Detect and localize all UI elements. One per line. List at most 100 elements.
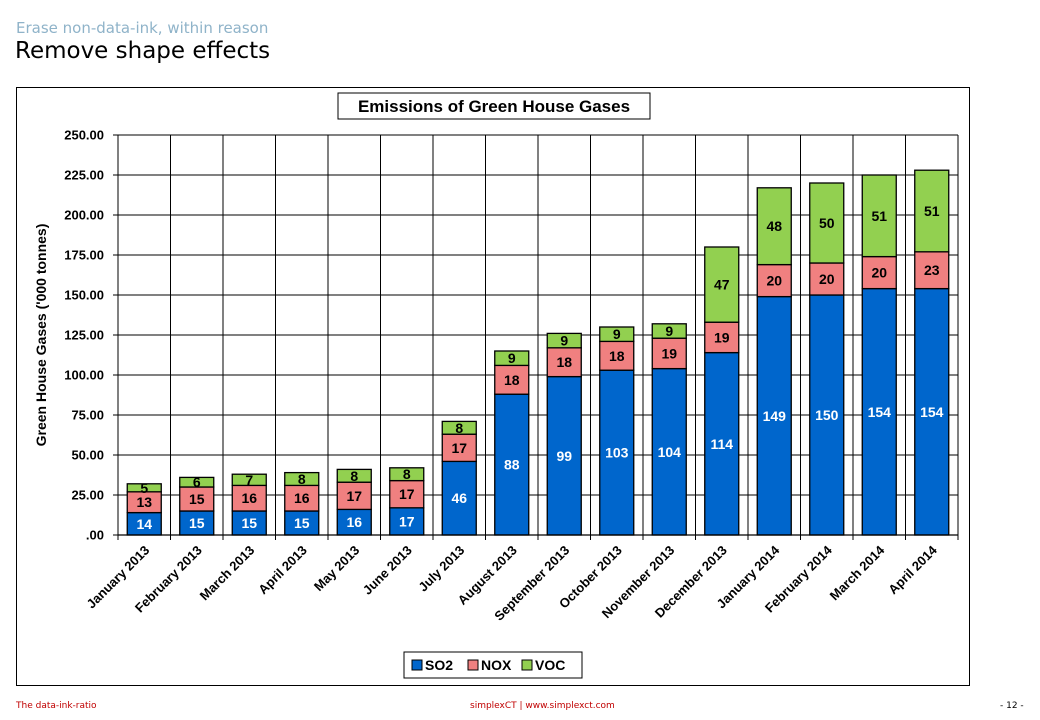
data-label-nox: 19	[661, 345, 677, 361]
data-label-so2: 88	[504, 457, 520, 473]
x-tick-label: May 2013	[311, 543, 362, 594]
data-label-voc: 9	[613, 326, 621, 342]
data-label-nox: 13	[136, 494, 152, 510]
data-label-so2: 150	[815, 407, 839, 423]
data-label-so2: 103	[605, 445, 629, 461]
chart-title: Emissions of Green House Gases	[358, 97, 630, 116]
bar-nox	[861, 255, 897, 290]
bar-voc	[494, 350, 530, 367]
x-tick-label: June 2013	[360, 543, 415, 598]
data-label-voc: 9	[508, 350, 516, 366]
legend-label-so2: SO2	[425, 657, 453, 673]
bar-nox	[809, 262, 845, 296]
y-tick-label: 225.00	[64, 168, 104, 183]
bar-voc	[704, 246, 740, 323]
slide-subtitle: Erase non-data-ink, within reason	[16, 19, 269, 37]
data-label-so2: 114	[710, 436, 733, 452]
y-tick-label: 125.00	[64, 328, 104, 343]
bar-voc	[336, 468, 372, 483]
y-tick-label: 75.00	[71, 408, 104, 423]
data-label-nox: 18	[556, 354, 572, 370]
y-tick-label: 25.00	[71, 488, 104, 503]
data-label-voc: 7	[245, 472, 253, 488]
x-tick-label: March 2013	[197, 543, 258, 604]
data-label-nox: 20	[819, 271, 835, 287]
data-label-so2: 104	[658, 444, 682, 460]
bar-voc	[389, 467, 425, 482]
data-label-nox: 19	[714, 329, 730, 345]
bar-nox	[284, 484, 320, 512]
bar-voc	[441, 420, 477, 435]
bar-nox	[756, 263, 792, 298]
data-label-so2: 17	[399, 513, 415, 529]
data-label-so2: 46	[451, 490, 467, 506]
chart-title-box	[337, 92, 651, 120]
bar-voc	[651, 323, 687, 339]
page-number: - 12 -	[1000, 701, 1024, 711]
bar-so2	[861, 287, 897, 536]
legend-label-nox: NOX	[481, 657, 512, 673]
slide-title: Remove shape effects	[15, 38, 271, 64]
legend-swatch-so2	[411, 659, 423, 671]
bar-so2	[389, 507, 425, 536]
data-label-so2: 16	[346, 514, 362, 530]
data-label-so2: 154	[920, 404, 944, 420]
y-tick-label: 150.00	[64, 288, 104, 303]
data-label-voc: 51	[871, 208, 887, 224]
data-label-nox: 17	[399, 486, 415, 502]
bar-so2	[494, 393, 530, 536]
y-axis-label: Green House Gases ('000 tonnes)	[33, 224, 49, 447]
data-label-voc: 50	[819, 215, 835, 231]
data-label-nox: 16	[241, 490, 257, 506]
legend-swatch-voc	[521, 659, 533, 671]
data-label-so2: 14	[136, 516, 152, 532]
x-tick-label: July 2013	[415, 543, 467, 595]
bar-voc	[756, 187, 792, 266]
bar-voc	[546, 332, 582, 349]
x-tick-label: April 2013	[255, 543, 310, 598]
chart-svg: Emissions of Green House Gases .00 25.00 50…	[33, 92, 959, 679]
bar-so2	[756, 295, 792, 536]
data-label-voc: 5	[140, 480, 148, 496]
bar-nox	[704, 321, 740, 354]
bar-nox	[231, 484, 267, 512]
legend-label-voc: VOC	[535, 657, 565, 673]
data-label-voc: 51	[924, 203, 940, 219]
data-label-voc: 8	[403, 466, 411, 482]
y-tick-label: 200.00	[64, 208, 104, 223]
bar-nox	[336, 481, 372, 511]
data-label-voc: 48	[766, 218, 782, 234]
data-label-voc: 9	[560, 333, 568, 349]
data-label-voc: 9	[665, 323, 673, 339]
bar-nox	[389, 479, 425, 509]
data-label-so2: 99	[556, 448, 572, 464]
bar-nox	[441, 433, 477, 463]
y-tick-label: 50.00	[71, 448, 104, 463]
bar-voc	[179, 476, 215, 488]
footer-left-text: The data-ink-ratio	[16, 701, 97, 711]
data-label-nox: 16	[294, 490, 310, 506]
bar-so2	[809, 294, 845, 536]
data-label-so2: 15	[189, 515, 205, 531]
bar-so2	[441, 460, 477, 536]
data-label-so2: 149	[763, 408, 787, 424]
chart-frame: Emissions of Green House Gases .00 25.00 50…	[16, 87, 970, 686]
data-label-nox: 18	[504, 372, 520, 388]
y-tick-label: 175.00	[64, 248, 104, 263]
x-tick-label: April 2014	[885, 542, 940, 597]
y-tick-label: 250.00	[64, 128, 104, 143]
bar-so2	[546, 375, 582, 536]
legend-box	[403, 651, 583, 679]
data-label-voc: 47	[714, 277, 730, 293]
data-label-nox: 18	[609, 348, 625, 364]
legend-swatch-nox	[467, 659, 479, 671]
bar-voc	[914, 169, 950, 253]
y-tick-label: .00	[86, 528, 104, 543]
data-label-voc: 6	[193, 474, 201, 490]
y-tick-label: 100.00	[64, 368, 104, 383]
bar-voc	[861, 174, 897, 258]
data-label-so2: 154	[868, 404, 892, 420]
bar-voc	[599, 326, 635, 343]
data-label-nox: 15	[189, 491, 205, 507]
bar-so2	[704, 351, 740, 536]
